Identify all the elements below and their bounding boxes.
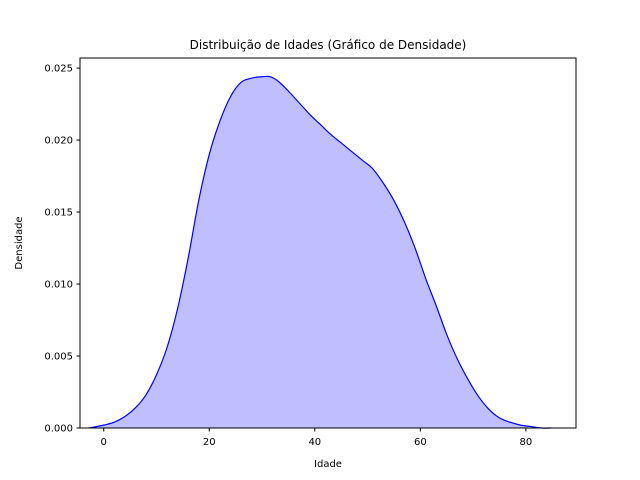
x-axis: 0 20 40 60 80: [101, 428, 533, 448]
y-tick-label: 0.005: [44, 352, 73, 363]
chart-title: Distribuição de Idades (Gráfico de Densi…: [190, 38, 467, 52]
x-tick-label: 0: [101, 437, 107, 448]
x-tick-label: 80: [520, 437, 533, 448]
plot-area: [88, 75, 552, 429]
y-tick-label: 0.010: [44, 280, 73, 291]
axes-frame: [79, 57, 577, 429]
y-tick-label: 0.020: [44, 136, 73, 147]
density-line: [88, 75, 552, 429]
y-tick-label: 0.015: [44, 208, 73, 219]
y-axis: 0.000 0.005 0.010 0.015 0.020 0.025: [44, 64, 80, 435]
density-area-fill: [88, 76, 552, 429]
y-axis-label: Densidade: [14, 216, 25, 269]
x-tick-label: 60: [414, 437, 427, 448]
y-tick-label: 0.000: [44, 424, 73, 435]
x-tick-label: 20: [203, 437, 216, 448]
x-axis-label: Idade: [314, 459, 342, 470]
x-tick-label: 40: [308, 437, 321, 448]
y-tick-label: 0.025: [44, 64, 73, 75]
